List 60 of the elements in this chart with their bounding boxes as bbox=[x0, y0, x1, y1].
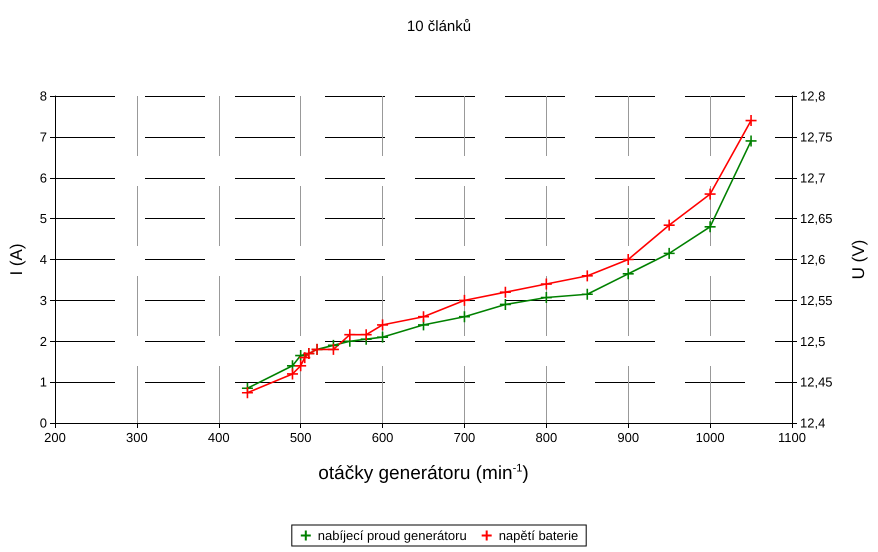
point bbox=[294, 349, 307, 362]
x-tick-label: 200 bbox=[44, 430, 66, 445]
x-tick-label: 800 bbox=[535, 430, 558, 445]
point bbox=[360, 328, 372, 342]
point bbox=[704, 188, 716, 200]
point bbox=[241, 386, 254, 400]
point bbox=[327, 343, 340, 356]
y-tick-label: 2 bbox=[40, 334, 47, 349]
point bbox=[499, 286, 512, 298]
point bbox=[294, 359, 307, 372]
point bbox=[540, 291, 553, 304]
y2-tick-label: 12,45 bbox=[800, 374, 833, 390]
x-tick-label: 300 bbox=[126, 430, 148, 445]
point bbox=[458, 294, 471, 307]
x-tick-label: 900 bbox=[617, 430, 640, 445]
y2-tick-label: 12,6 bbox=[800, 252, 826, 267]
chart-title: 10 článků bbox=[406, 18, 472, 35]
y-tick-label: 7 bbox=[40, 129, 47, 144]
y-tick-label: 3 bbox=[40, 292, 47, 308]
point bbox=[376, 330, 389, 344]
point bbox=[286, 368, 299, 380]
point bbox=[622, 253, 635, 266]
y2-tick-label: 12,4 bbox=[800, 416, 826, 430]
y2-tick-label: 12,75 bbox=[800, 129, 833, 144]
x-tick-label: 400 bbox=[208, 430, 230, 445]
point bbox=[744, 114, 758, 127]
point bbox=[499, 298, 512, 311]
point bbox=[704, 220, 716, 234]
point bbox=[622, 268, 635, 280]
point bbox=[417, 310, 430, 324]
x-tick-label: 700 bbox=[454, 430, 476, 445]
y2-tick-label: 12,55 bbox=[800, 292, 833, 308]
point bbox=[662, 218, 676, 232]
point bbox=[580, 270, 594, 282]
x-tick-label: 500 bbox=[290, 430, 312, 445]
y2-axis-title: U (V) bbox=[849, 240, 868, 280]
point bbox=[662, 247, 676, 260]
legend-label: napětí baterie bbox=[498, 528, 578, 543]
y-tick-label: 6 bbox=[40, 170, 47, 186]
x-tick-label: 1100 bbox=[778, 430, 806, 445]
point bbox=[580, 288, 594, 301]
y2-tick-label: 12,65 bbox=[800, 211, 833, 226]
y-tick-label: 1 bbox=[40, 374, 47, 390]
y-tick-label: 5 bbox=[40, 211, 47, 226]
point bbox=[744, 134, 758, 148]
point bbox=[458, 310, 471, 324]
y2-tick-label: 12,8 bbox=[800, 88, 826, 104]
legend-label: nabíjecí proud generátoru bbox=[318, 528, 467, 543]
point bbox=[298, 351, 312, 364]
point bbox=[376, 318, 389, 332]
y-tick-label: 0 bbox=[40, 416, 47, 430]
x-tick-label: 1000 bbox=[696, 430, 725, 445]
point bbox=[344, 328, 356, 342]
x-tick-label: 600 bbox=[372, 430, 394, 445]
y2-tick-label: 12,7 bbox=[800, 170, 826, 186]
y2-tick-label: 12,5 bbox=[800, 334, 826, 349]
y-tick-label: 8 bbox=[40, 88, 47, 104]
y-tick-label: 4 bbox=[40, 252, 47, 267]
y-axis-title: I (A) bbox=[7, 243, 26, 276]
point bbox=[540, 278, 553, 290]
